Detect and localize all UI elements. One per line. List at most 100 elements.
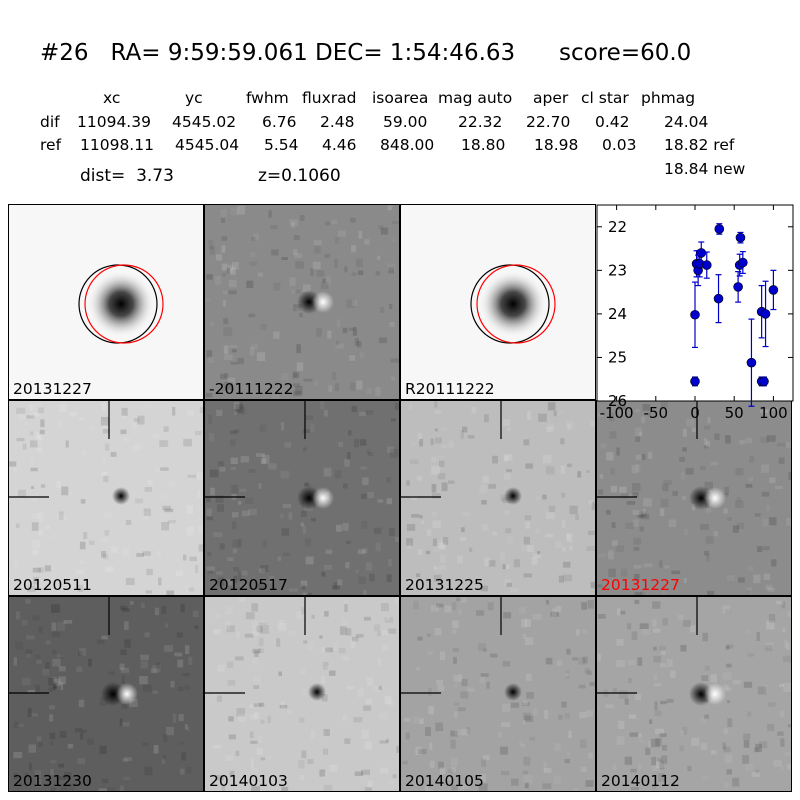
noise-pixel (545, 466, 555, 475)
noise-pixel (335, 383, 340, 391)
noise-pixel (707, 590, 715, 595)
cell-phmag: 24.04 (664, 113, 709, 131)
noise-pixel (224, 354, 233, 360)
noise-pixel (503, 612, 512, 619)
noise-pixel (323, 662, 329, 670)
noise-pixel (32, 549, 39, 555)
noise-pixel (640, 514, 650, 520)
noise-pixel (768, 517, 777, 526)
noise-pixel (743, 733, 751, 740)
noise-pixel (323, 729, 330, 736)
noise-pixel (241, 510, 250, 517)
noise-pixel (369, 573, 375, 582)
noise-pixel (522, 720, 526, 724)
noise-pixel (351, 405, 357, 413)
noise-pixel (281, 257, 288, 260)
noise-pixel (58, 666, 66, 672)
noise-pixel (679, 456, 685, 462)
noise-pixel (347, 452, 351, 460)
noise-pixel (45, 662, 50, 669)
noise-pixel (69, 412, 77, 417)
noise-pixel (222, 290, 228, 295)
noise-pixel (450, 739, 456, 749)
galaxy-source (479, 270, 547, 338)
noise-pixel (96, 639, 105, 645)
noise-pixel (704, 550, 709, 556)
noise-pixel (178, 686, 184, 692)
noise-pixel (248, 469, 256, 473)
noise-pixel (432, 520, 441, 529)
noise-pixel (620, 610, 626, 615)
noise-pixel (33, 412, 40, 417)
noise-pixel (633, 546, 640, 551)
noise-pixel (377, 499, 384, 503)
noise-pixel (723, 508, 728, 514)
noise-pixel (358, 270, 364, 275)
positive-residual (704, 487, 726, 509)
noise-pixel (635, 436, 641, 442)
noise-pixel (253, 685, 260, 689)
noise-pixel (184, 724, 188, 730)
noise-pixel (580, 766, 587, 772)
noise-pixel (56, 654, 66, 658)
noise-pixel (685, 467, 694, 475)
noise-pixel (425, 550, 431, 555)
noise-pixel (57, 514, 67, 521)
noise-pixel (205, 497, 211, 503)
noise-pixel (511, 778, 519, 786)
noise-pixel (293, 383, 301, 387)
noise-pixel (726, 663, 732, 668)
noise-pixel (653, 674, 658, 681)
data-point (768, 285, 779, 295)
noise-pixel (589, 420, 595, 427)
noise-pixel (523, 700, 528, 705)
noise-pixel (639, 739, 644, 743)
noise-pixel (457, 786, 465, 791)
noise-pixel (302, 592, 308, 595)
noise-pixel (15, 641, 24, 650)
noise-pixel (663, 480, 672, 485)
noise-pixel (32, 615, 40, 621)
noise-pixel (773, 759, 782, 767)
noise-pixel (642, 404, 651, 411)
noise-pixel (225, 755, 234, 761)
noise-pixel (394, 597, 399, 604)
noise-pixel (565, 670, 570, 679)
noise-pixel (535, 496, 540, 501)
noise-pixel (210, 487, 215, 496)
noise-pixel (454, 711, 458, 718)
noise-pixel (177, 659, 184, 668)
noise-pixel (725, 435, 731, 444)
noise-pixel (121, 675, 126, 684)
noise-pixel (252, 657, 259, 666)
noise-pixel (88, 540, 95, 545)
noise-pixel (555, 541, 563, 548)
noise-pixel (38, 407, 44, 414)
noise-pixel (396, 746, 399, 753)
noise-pixel (738, 577, 745, 583)
noise-pixel (726, 700, 731, 704)
noise-pixel (251, 621, 261, 630)
noise-pixel (187, 474, 196, 478)
noise-pixel (535, 528, 540, 534)
x-tick-label: -100 (600, 404, 634, 422)
noise-pixel (651, 766, 661, 771)
noise-pixel (57, 621, 66, 631)
noise-pixel (432, 511, 437, 517)
noise-pixel (638, 511, 647, 518)
stamp-panel: 20120517 (204, 400, 400, 596)
cell-aper: 18.98 (534, 136, 579, 154)
noise-pixel (140, 660, 148, 669)
noise-pixel (529, 736, 536, 741)
noise-pixel (755, 769, 760, 774)
noise-pixel (356, 340, 362, 348)
noise-pixel (387, 446, 394, 453)
noise-pixel (630, 768, 637, 773)
noise-pixel (761, 491, 770, 497)
stamp-image (470, 264, 556, 344)
noise-pixel (334, 258, 338, 268)
noise-pixel (482, 755, 490, 761)
noise-pixel (768, 702, 776, 707)
noise-pixel (359, 352, 365, 359)
noise-pixel (406, 524, 416, 531)
